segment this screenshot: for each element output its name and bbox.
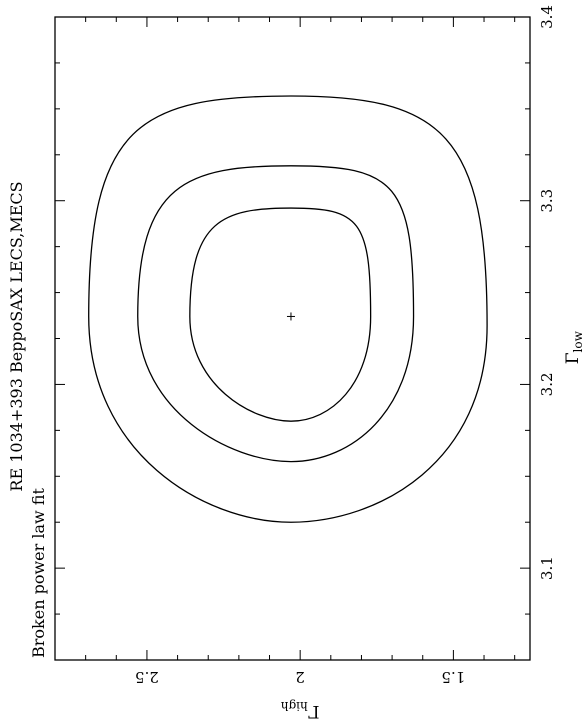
x-tick-label: 3.1 <box>538 556 556 580</box>
y-tick-label: 2 <box>295 668 305 686</box>
x-axis-label-subscript: low <box>571 330 585 352</box>
x-tick-labels: 3.1 3.2 3.3 3.4 <box>538 5 556 580</box>
y-axis-label: Γhigh <box>281 699 320 721</box>
x-tick-label: 3.2 <box>538 372 556 396</box>
svg-text:Γhigh: Γhigh <box>281 699 320 721</box>
best-fit-marker <box>286 312 295 321</box>
confidence-contours <box>88 95 488 523</box>
x-tick-label: 3.3 <box>538 189 556 213</box>
plot-frame <box>54 16 531 661</box>
chart-title-line-2: Broken power law fit <box>29 488 48 658</box>
x-tick-label: 3.4 <box>538 5 556 29</box>
axis-ticks <box>54 16 530 661</box>
y-tick-label: 2.5 <box>135 668 159 686</box>
contour-2 <box>137 165 415 463</box>
x-axis-label-symbol: Γ <box>563 352 583 364</box>
contour-1 <box>189 207 372 422</box>
y-axis-label-symbol: Γ <box>308 701 320 721</box>
x-axis-label: Γlow <box>563 330 585 364</box>
chart-title-line-1: RE 1034+393 BeppoSAX LECS,MECS <box>7 181 26 491</box>
svg-text:Γlow: Γlow <box>563 330 585 364</box>
y-axis-label-subscript: high <box>281 699 308 713</box>
y-tick-labels: 1.5 2 2.5 <box>135 668 465 686</box>
y-tick-label: 1.5 <box>441 668 465 686</box>
contour-3 <box>88 95 488 523</box>
